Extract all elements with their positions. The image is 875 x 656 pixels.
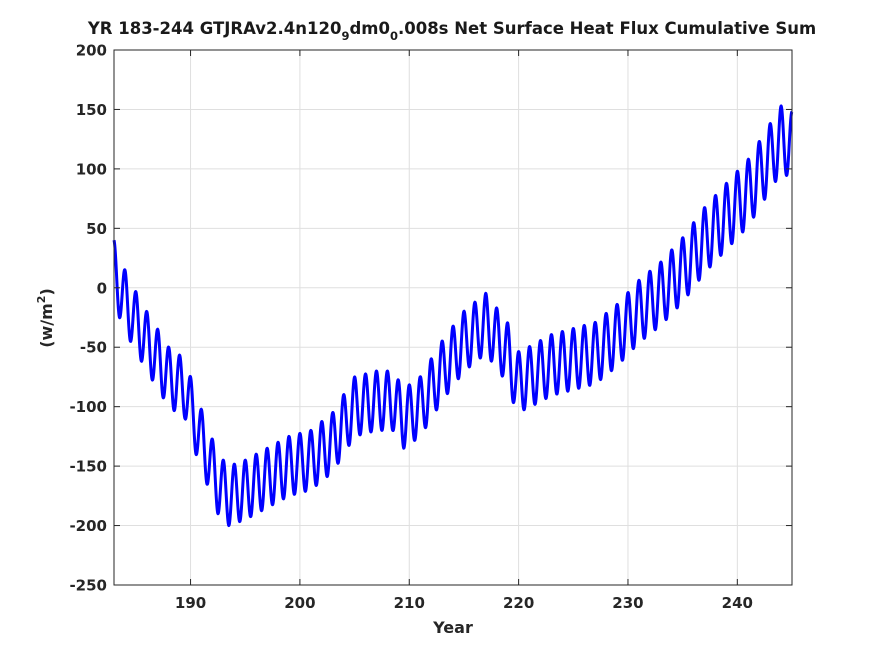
title-part-3: .008s Net Surface Heat Flux Cumulative S… [398, 19, 816, 38]
grid-lines [114, 49, 792, 586]
title-subscript-1: 9 [341, 29, 349, 43]
y-tick-label: -100 [69, 398, 107, 416]
y-axis-label-superscript: 2 [35, 296, 48, 304]
y-tick-label: -150 [69, 458, 107, 476]
y-axis-label-base: (w/m [37, 303, 56, 348]
y-tick-label: -200 [69, 517, 107, 535]
y-tick-label: 50 [86, 220, 107, 238]
x-tick-label: 240 [722, 594, 753, 612]
y-tick-label: -250 [69, 577, 107, 595]
title-part-1: YR 183-244 GTJRAv2.4n120 [87, 19, 342, 38]
title-part-2: dm0 [349, 19, 390, 38]
plot-frame [113, 49, 793, 586]
y-tick-label: 0 [97, 279, 107, 297]
y-tick-label: 100 [76, 160, 107, 178]
series-layer [112, 104, 794, 528]
x-tick-label: 210 [394, 594, 425, 612]
x-tick-label: 190 [175, 594, 206, 612]
x-tick-label: 220 [503, 594, 534, 612]
y-axis-label: (w/m2) [35, 288, 56, 348]
y-tick-label: 150 [76, 101, 107, 119]
title-subscript-2: 0 [390, 29, 398, 43]
axes: 190 200 210 220 230 240 200 150 100 50 0 -50 -100 -15… [69, 42, 793, 612]
x-tick-label: 200 [284, 594, 315, 612]
chart-title: YR 183-244 GTJRAv2.4n1209dm00.008s Net S… [87, 19, 816, 43]
y-tick-label: -50 [80, 339, 107, 357]
y-tick-label: 200 [76, 42, 107, 60]
x-axis-label: Year [432, 618, 473, 637]
x-tick-label: 230 [612, 594, 643, 612]
y-axis-label-end: ) [37, 288, 56, 295]
series-line [112, 104, 794, 528]
